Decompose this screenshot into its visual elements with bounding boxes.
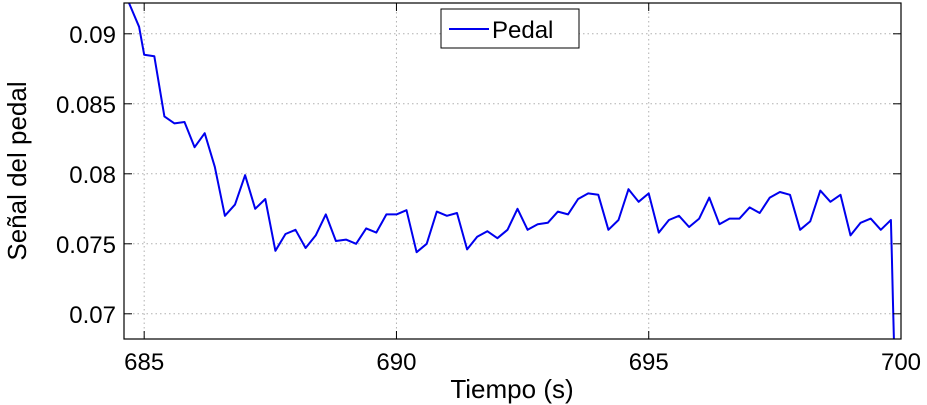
x-tick-label: 700 (881, 349, 921, 376)
y-axis-label: Señal del pedal (2, 81, 32, 260)
plot-frame (123, 2, 902, 340)
y-tick-label: 0.08 (69, 162, 116, 189)
axis-ticks (124, 3, 902, 339)
x-tick-label: 685 (124, 349, 164, 376)
y-tick-labels: 0.07 0.075 0.08 0.085 0.09 (56, 22, 116, 329)
y-tick-label: 0.09 (69, 22, 116, 49)
y-tick-label: 0.075 (56, 232, 116, 259)
x-tick-label: 695 (629, 349, 669, 376)
plot-area (124, 3, 901, 339)
x-axis-label: Tiempo (s) (450, 374, 573, 404)
y-tick-label: 0.085 (56, 92, 116, 119)
legend: Pedal (440, 8, 580, 49)
legend-label-pedal: Pedal (492, 17, 553, 44)
x-tick-label: 690 (376, 349, 416, 376)
x-tick-labels: 685 690 695 700 (124, 349, 921, 376)
series-group (128, 2, 895, 340)
y-tick-label: 0.07 (69, 302, 116, 329)
series-line-pedal (128, 2, 895, 340)
